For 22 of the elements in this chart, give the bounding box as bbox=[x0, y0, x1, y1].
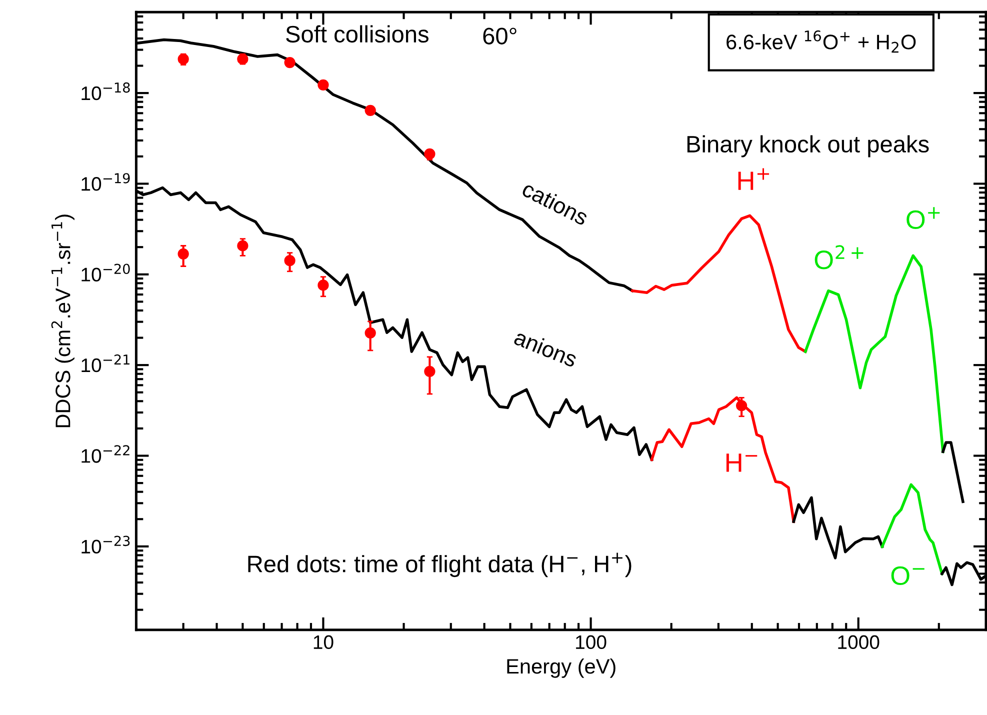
y-axis-title: DDCS (cm$^{2}$.eV$^{−1}$.sr$^{−1}$) bbox=[51, 214, 74, 428]
annotation: H$^{+}$ bbox=[738, 168, 770, 190]
y-tick-label: 10$^{−20}$ bbox=[82, 264, 130, 282]
y-tick-label: 10$^{−22}$ bbox=[82, 445, 130, 463]
y-tick-label: 10$^{−23}$ bbox=[82, 536, 130, 554]
annotation: H$^{−}$ bbox=[726, 454, 758, 472]
x-tick-label: 100 bbox=[576, 635, 606, 650]
y-tick-label: 10$^{−21}$ bbox=[82, 354, 130, 372]
annotation: anions bbox=[513, 328, 578, 368]
annotation: O$^{2+}$ bbox=[814, 245, 864, 270]
annotation: Binary knock out peaks bbox=[687, 135, 929, 158]
annotation: Soft collisions bbox=[286, 25, 428, 43]
y-tick-label: 10$^{−18}$ bbox=[82, 82, 130, 100]
x-tick-label: 10 bbox=[314, 635, 334, 650]
annotation: O$^{+}$ bbox=[906, 207, 940, 230]
annotation: 60° bbox=[483, 28, 516, 44]
annotation: 6.6-keV $^{16}$O$^{+}$ + H$_{2}$O bbox=[726, 30, 916, 53]
y-tick-label: 10$^{−19}$ bbox=[82, 173, 130, 191]
annotation: Red dots: time of flight data (H$^{−}$, H$^{+}$) bbox=[248, 552, 632, 578]
annotation: O$^{−}$ bbox=[891, 566, 924, 586]
x-axis-title: Energy (eV) bbox=[507, 658, 616, 678]
x-tick-label: 1000 bbox=[838, 635, 880, 650]
